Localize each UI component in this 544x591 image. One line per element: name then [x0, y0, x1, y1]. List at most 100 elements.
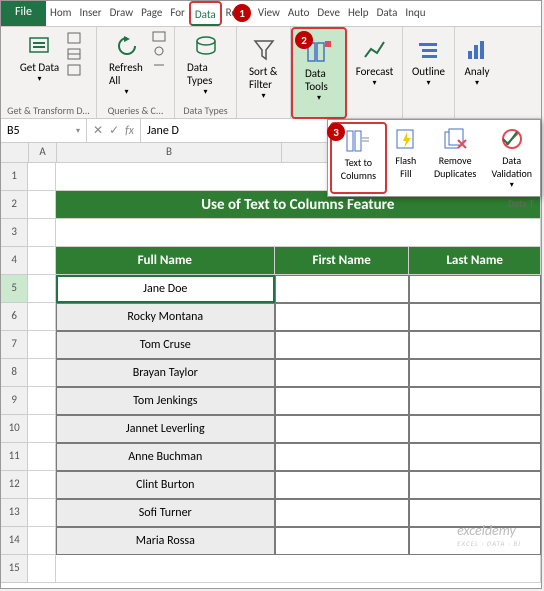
row-header[interactable]: 6	[1, 303, 28, 331]
header-full-name[interactable]: Full Name	[56, 247, 275, 275]
get-data-button[interactable]: Get Data▾	[14, 31, 65, 86]
data-cell-lastname[interactable]	[409, 443, 541, 471]
sort-filter-button[interactable]: Sort & Filter▾	[243, 35, 284, 103]
tab-data[interactable]: Data	[189, 1, 222, 26]
data-cell-lastname[interactable]	[409, 415, 541, 443]
tab-automate[interactable]: Auto	[284, 1, 314, 26]
header-first-name[interactable]: First Name	[275, 247, 410, 275]
data-cell-firstname[interactable]	[275, 387, 410, 415]
group-label: Get & Transform D...	[7, 104, 90, 119]
tab-formulas[interactable]: For	[166, 1, 189, 26]
cell[interactable]	[28, 247, 55, 275]
data-cell-firstname[interactable]	[275, 359, 410, 387]
row-header[interactable]: 5	[1, 275, 28, 303]
data-cell-fullname[interactable]: Tom Jenkings	[56, 387, 275, 415]
tab-home[interactable]: Hom	[46, 1, 75, 26]
data-cell-fullname[interactable]: Sofi Turner	[56, 499, 275, 527]
data-cell-fullname[interactable]: Clint Burton	[56, 471, 275, 499]
row-header[interactable]: 8	[1, 359, 28, 387]
refresh-small-icons[interactable]	[152, 31, 168, 99]
data-cell-fullname[interactable]: Anne Buchman	[56, 443, 275, 471]
cell[interactable]	[56, 555, 541, 583]
row-header[interactable]: 11	[1, 443, 28, 471]
cell[interactable]	[28, 191, 55, 219]
tab-insert[interactable]: Inser	[75, 1, 105, 26]
data-cell-fullname[interactable]: Tom Cruse	[56, 331, 275, 359]
cancel-icon[interactable]: ✕	[93, 123, 103, 138]
cell[interactable]	[28, 415, 55, 443]
data-cell-lastname[interactable]	[409, 303, 541, 331]
cell[interactable]	[28, 359, 55, 387]
header-last-name[interactable]: Last Name	[409, 247, 541, 275]
data-cell-fullname[interactable]: Jannet Leverling	[56, 415, 275, 443]
forecast-icon	[362, 37, 388, 63]
row-header[interactable]: 12	[1, 471, 28, 499]
cell[interactable]	[28, 471, 55, 499]
cell[interactable]	[28, 275, 55, 303]
row-header[interactable]: 1	[1, 163, 28, 191]
cell[interactable]	[28, 527, 55, 555]
remove-duplicates-button[interactable]: Remove Duplicates	[425, 122, 486, 194]
cell[interactable]	[56, 219, 541, 247]
data-cell-fullname[interactable]: Rocky Montana	[56, 303, 275, 331]
fx-icon[interactable]: fx	[125, 124, 134, 138]
data-cell-fullname[interactable]: Jane Doe	[56, 275, 275, 303]
data-cell-lastname[interactable]	[409, 359, 541, 387]
outline-button[interactable]: Outline▾	[406, 35, 451, 90]
row-header[interactable]: 9	[1, 387, 28, 415]
analyze-button[interactable]: Analy▾	[458, 35, 496, 90]
data-cell-firstname[interactable]	[275, 471, 410, 499]
watermark: exceldemy EXCEL · DATA · BI	[457, 522, 521, 548]
cell[interactable]	[28, 555, 55, 583]
col-header-a[interactable]: A	[29, 143, 57, 162]
tab-page[interactable]: Page	[137, 1, 166, 26]
row-header[interactable]: 3	[1, 219, 28, 247]
data-cell-fullname[interactable]: Brayan Taylor	[56, 359, 275, 387]
cell[interactable]	[28, 387, 55, 415]
fx-buttons[interactable]: ✕ ✓ fx	[87, 119, 141, 142]
cell[interactable]	[28, 443, 55, 471]
row-header[interactable]: 15	[1, 555, 28, 583]
row-header[interactable]: 7	[1, 331, 28, 359]
getdata-small-icons[interactable]	[67, 31, 83, 86]
col-header-b[interactable]: B	[57, 143, 282, 162]
check-icon[interactable]: ✓	[109, 123, 119, 138]
forecast-button[interactable]: Forecast▾	[350, 35, 400, 90]
row-header[interactable]: 2	[1, 191, 28, 219]
data-cell-lastname[interactable]	[409, 331, 541, 359]
data-cell-firstname[interactable]	[275, 443, 410, 471]
row-header[interactable]: 10	[1, 415, 28, 443]
data-cell-lastname[interactable]	[409, 387, 541, 415]
tab-data2[interactable]: Data	[373, 1, 402, 26]
cell[interactable]	[28, 331, 55, 359]
data-types-button[interactable]: Data Types▾	[181, 31, 230, 99]
file-tab[interactable]: File	[1, 1, 46, 26]
cell[interactable]	[28, 303, 55, 331]
row-header[interactable]: 14	[1, 527, 28, 555]
cell[interactable]	[28, 163, 55, 191]
tab-draw[interactable]: Draw	[106, 1, 137, 26]
cell[interactable]	[28, 499, 55, 527]
tab-view[interactable]: View	[254, 1, 284, 26]
select-all-corner[interactable]	[1, 143, 29, 162]
flash-fill-button[interactable]: Flash Fill	[387, 122, 425, 194]
refresh-all-button[interactable]: Refresh All▾	[103, 31, 150, 99]
data-cell-firstname[interactable]	[275, 415, 410, 443]
tab-developer[interactable]: Deve	[313, 1, 344, 26]
data-cell-firstname[interactable]	[275, 275, 410, 303]
data-cell-firstname[interactable]	[275, 303, 410, 331]
tab-help[interactable]: Help	[344, 1, 373, 26]
data-cell-lastname[interactable]	[409, 471, 541, 499]
row-header[interactable]: 4	[1, 247, 28, 275]
data-cell-lastname[interactable]	[409, 275, 541, 303]
data-cell-firstname[interactable]	[275, 527, 410, 555]
data-cell-firstname[interactable]	[275, 331, 410, 359]
cell[interactable]	[28, 219, 55, 247]
data-cell-firstname[interactable]	[275, 499, 410, 527]
tab-inquire[interactable]: Inqu	[401, 1, 429, 26]
name-box[interactable]: B5 ▾	[1, 119, 87, 142]
data-cell-fullname[interactable]: Maria Rossa	[56, 527, 275, 555]
data-validation-icon	[499, 126, 525, 152]
row-header[interactable]: 13	[1, 499, 28, 527]
data-validation-button[interactable]: Data Validation▾	[485, 122, 538, 194]
